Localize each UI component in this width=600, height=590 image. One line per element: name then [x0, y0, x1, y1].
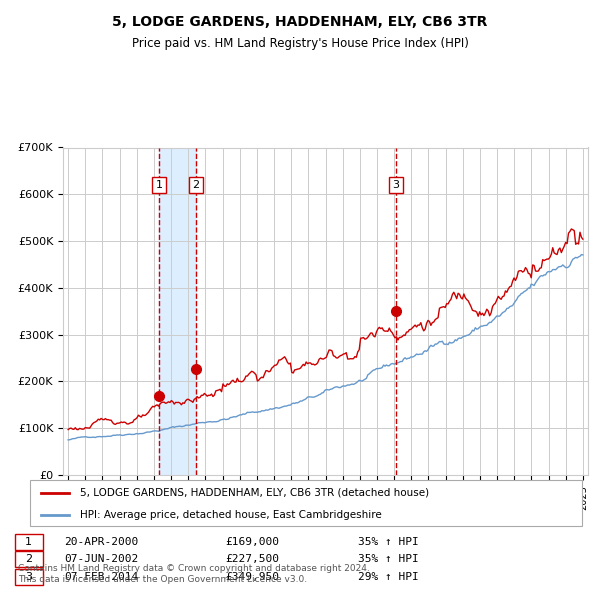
- Text: 5, LODGE GARDENS, HADDENHAM, ELY, CB6 3TR (detached house): 5, LODGE GARDENS, HADDENHAM, ELY, CB6 3T…: [80, 488, 429, 498]
- Text: £169,000: £169,000: [225, 537, 279, 547]
- Text: £349,950: £349,950: [225, 572, 279, 582]
- Text: 35% ↑ HPI: 35% ↑ HPI: [358, 537, 418, 547]
- FancyBboxPatch shape: [15, 535, 43, 550]
- Text: 20-APR-2000: 20-APR-2000: [64, 537, 138, 547]
- Text: 07-FEB-2014: 07-FEB-2014: [64, 572, 138, 582]
- Text: 3: 3: [25, 572, 32, 582]
- Text: 3: 3: [392, 180, 400, 190]
- Text: 5, LODGE GARDENS, HADDENHAM, ELY, CB6 3TR: 5, LODGE GARDENS, HADDENHAM, ELY, CB6 3T…: [112, 15, 488, 29]
- FancyBboxPatch shape: [30, 480, 582, 526]
- Text: 1: 1: [155, 180, 163, 190]
- Text: Price paid vs. HM Land Registry's House Price Index (HPI): Price paid vs. HM Land Registry's House …: [131, 37, 469, 50]
- Text: 35% ↑ HPI: 35% ↑ HPI: [358, 554, 418, 563]
- FancyBboxPatch shape: [15, 551, 43, 567]
- Text: Contains HM Land Registry data © Crown copyright and database right 2024.: Contains HM Land Registry data © Crown c…: [18, 565, 370, 573]
- Text: £227,500: £227,500: [225, 554, 279, 563]
- Text: 2: 2: [192, 180, 199, 190]
- Text: This data is licensed under the Open Government Licence v3.0.: This data is licensed under the Open Gov…: [18, 575, 307, 584]
- Bar: [159, 148, 196, 475]
- Text: 2: 2: [25, 554, 32, 563]
- Text: 07-JUN-2002: 07-JUN-2002: [64, 554, 138, 563]
- Text: HPI: Average price, detached house, East Cambridgeshire: HPI: Average price, detached house, East…: [80, 510, 382, 520]
- Text: 1: 1: [25, 537, 32, 547]
- Text: 29% ↑ HPI: 29% ↑ HPI: [358, 572, 418, 582]
- FancyBboxPatch shape: [15, 569, 43, 585]
